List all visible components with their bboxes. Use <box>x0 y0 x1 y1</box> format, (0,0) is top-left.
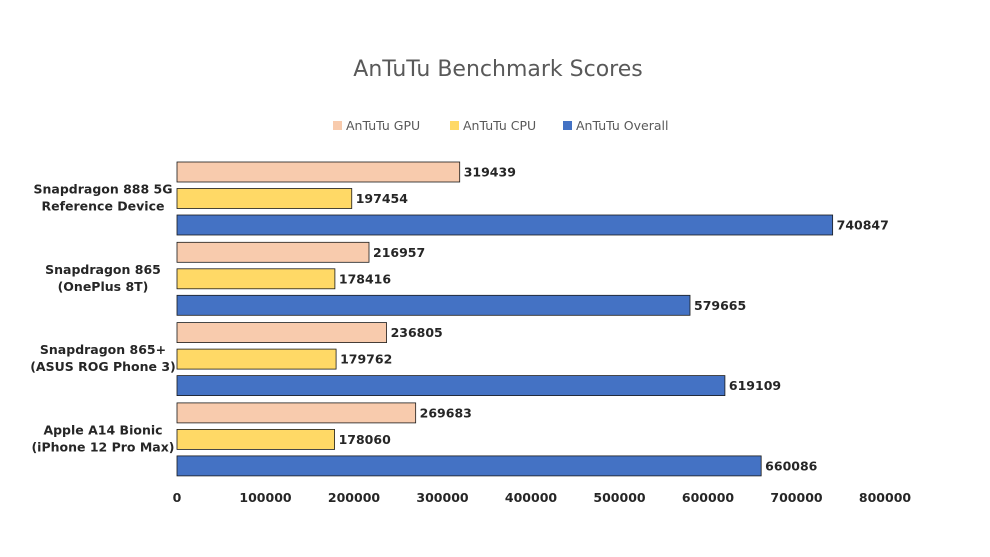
category-label: Snapdragon 888 5G <box>33 182 172 197</box>
category-label: Reference Device <box>42 199 165 214</box>
category-label: Snapdragon 865 <box>45 262 161 277</box>
bar <box>176 402 417 424</box>
x-tick-label: 600000 <box>682 490 734 505</box>
legend-swatch-antutu-gpu <box>333 121 342 130</box>
bar <box>176 214 834 236</box>
data-label: 319439 <box>464 165 516 180</box>
bar <box>176 322 387 344</box>
data-label: 660086 <box>765 458 817 473</box>
legend-label-antutu-cpu: AnTuTu CPU <box>463 118 536 133</box>
x-tick-label: 200000 <box>328 490 380 505</box>
category-label: (OnePlus 8T) <box>58 279 149 294</box>
data-label: 216957 <box>373 245 425 260</box>
x-tick-label: 100000 <box>239 490 291 505</box>
x-axis: 0 100000 200000 300000 400000 500000 600000 700… <box>173 490 912 505</box>
data-label: 269683 <box>420 405 472 420</box>
bar <box>176 161 461 183</box>
x-tick-label: 0 <box>173 490 182 505</box>
legend-swatch-antutu-cpu <box>450 121 459 130</box>
category-label: (ASUS ROG Phone 3) <box>30 359 176 374</box>
x-tick-label: 500000 <box>593 490 645 505</box>
data-label: 619109 <box>729 378 781 393</box>
bar <box>176 294 691 316</box>
category-label: (iPhone 12 Pro Max) <box>31 439 174 454</box>
bar <box>176 188 353 209</box>
data-label: 197454 <box>356 191 408 206</box>
legend-label-antutu-overall: AnTuTu Overall <box>576 118 668 133</box>
x-tick-label: 300000 <box>416 490 468 505</box>
x-tick-label: 700000 <box>770 490 822 505</box>
legend-swatch-antutu-overall <box>563 121 572 130</box>
chart-title: AnTuTu Benchmark Scores <box>353 57 642 82</box>
chart-legend: AnTuTu GPU AnTuTu CPU AnTuTu Overall <box>333 118 668 133</box>
bar <box>176 428 335 450</box>
data-label: 236805 <box>391 325 443 340</box>
bar <box>176 455 762 477</box>
category-labels: Snapdragon 888 5G Reference Device Snapdra… <box>30 182 176 455</box>
data-label: 740847 <box>837 218 889 233</box>
data-label: 179762 <box>340 352 392 367</box>
bar <box>176 375 726 397</box>
data-label: 178060 <box>339 432 391 447</box>
data-label: 178416 <box>339 271 391 286</box>
bar <box>176 268 336 290</box>
x-tick-label: 800000 <box>859 490 911 505</box>
bar <box>176 348 337 370</box>
x-tick-label: 400000 <box>505 490 557 505</box>
bar-group: 319439 197454 740847 216957 178416 579665 2368… <box>176 161 889 477</box>
category-label: Apple A14 Bionic <box>43 422 162 437</box>
data-label: 579665 <box>694 298 746 313</box>
bar <box>176 241 370 263</box>
category-label: Snapdragon 865+ <box>40 342 166 357</box>
legend-label-antutu-gpu: AnTuTu GPU <box>346 118 420 133</box>
